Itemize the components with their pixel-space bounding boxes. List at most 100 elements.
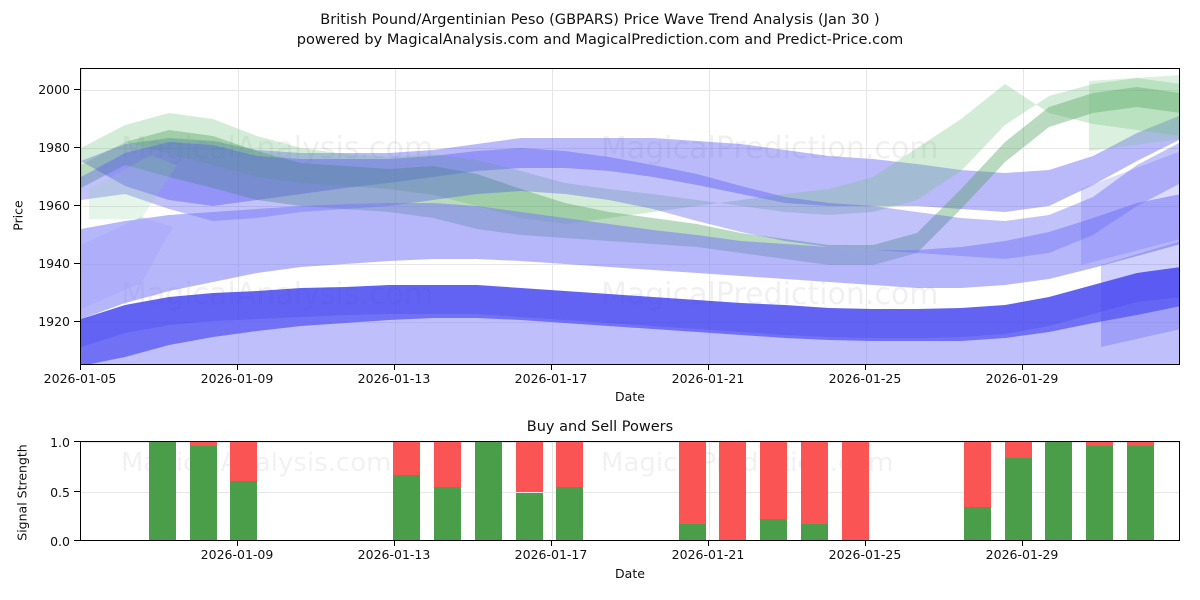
gridline-signal-05 <box>81 492 1179 493</box>
figure-title-line-2: powered by MagicalAnalysis.com and Magic… <box>296 32 904 48</box>
sell-power-segment <box>515 442 543 493</box>
xtick-mark-p-3 <box>394 365 395 370</box>
gridline-2026-01-21 <box>709 69 710 364</box>
xtick-label-s-4: 2026-01-21 <box>671 547 745 562</box>
xtick-label-p-2: 2026-01-09 <box>200 371 274 386</box>
sell-power-segment <box>841 442 869 540</box>
ytick-mark-1980 <box>74 147 80 148</box>
blue-band-mid <box>81 142 1179 259</box>
ytick-label-2000: 2000 <box>38 82 70 97</box>
right-edge-overlays <box>1081 75 1179 347</box>
signal-bar <box>719 442 747 540</box>
ytick-mark-s-05 <box>74 491 80 492</box>
xtick-mark-p-7 <box>1022 365 1023 370</box>
ytick-mark-s-0 <box>74 540 80 541</box>
blue-wave-mid-group <box>81 142 1179 259</box>
ytick-label-1940: 1940 <box>38 256 70 271</box>
xtick-label-s-1: 2026-01-09 <box>200 547 274 562</box>
sell-power-segment <box>1086 442 1114 446</box>
signal-bars-layer <box>81 442 1179 540</box>
xtick-mark-s-6 <box>1022 541 1023 546</box>
xtick-mark-p-4 <box>551 365 552 370</box>
figure-title-line-1: British Pound/Argentinian Peso (GBPARS) … <box>320 12 880 28</box>
blue-wave-wide-group <box>81 115 1179 212</box>
left-edge-overlays <box>81 155 177 309</box>
xtick-label-p-1: 2026-01-05 <box>43 371 117 386</box>
xtick-mark-p-2 <box>237 365 238 370</box>
signal-chart-title: Buy and Sell Powers <box>526 419 674 435</box>
ytick-label-1920: 1920 <box>38 314 70 329</box>
price-x-axis-label: Date <box>615 389 645 404</box>
blue-band-lower-light <box>81 194 1179 319</box>
sell-power-segment <box>393 442 421 475</box>
gridline-2026-01-29 <box>1023 69 1024 364</box>
xtick-label-p-5: 2026-01-21 <box>671 371 745 386</box>
signal-y-axis-label: Signal Strength <box>14 444 30 541</box>
overlay-right-blue-2 <box>1101 241 1179 347</box>
signal-bar <box>189 442 217 540</box>
buy-power-segment <box>393 474 421 540</box>
blue-band-wide <box>81 115 1179 212</box>
signal-bar <box>1004 442 1032 540</box>
overlay-left-green <box>89 155 177 219</box>
buy-power-segment <box>474 442 502 540</box>
signal-bar <box>1086 442 1114 540</box>
blue-wave-lower-group <box>81 194 1179 364</box>
xtick-label-s-3: 2026-01-17 <box>514 547 588 562</box>
buy-power-segment <box>1126 445 1154 540</box>
sell-power-segment <box>189 442 217 446</box>
signal-bar <box>1126 442 1154 540</box>
xtick-label-s-5: 2026-01-25 <box>828 547 902 562</box>
sell-power-segment <box>963 442 991 508</box>
gridline-2026-01-25 <box>866 69 867 364</box>
signal-bar <box>434 442 462 540</box>
signal-bar <box>760 442 788 540</box>
ytick-label-s-0: 0.0 <box>50 534 70 549</box>
sell-power-segment <box>1126 442 1154 446</box>
signal-x-axis-label: Date <box>615 566 645 581</box>
ytick-mark-s-1 <box>74 441 80 442</box>
xtick-mark-s-2 <box>394 541 395 546</box>
buy-power-segment <box>1004 457 1032 540</box>
signal-bar <box>800 442 828 540</box>
signal-bar <box>841 442 869 540</box>
overlay-right-green-1 <box>1089 75 1179 151</box>
xtick-label-s-2: 2026-01-13 <box>357 547 431 562</box>
xtick-label-p-7: 2026-01-29 <box>985 371 1059 386</box>
buy-power-segment <box>760 519 788 540</box>
price-wave-bands <box>81 75 1179 364</box>
xtick-mark-p-5 <box>708 365 709 370</box>
signal-bar <box>515 442 543 540</box>
overlay-left-lilac <box>81 217 173 309</box>
sell-power-segment <box>434 442 462 487</box>
xtick-label-p-4: 2026-01-17 <box>514 371 588 386</box>
signal-bar <box>556 442 584 540</box>
buy-power-segment <box>515 492 543 540</box>
price-y-axis-label: Price <box>10 200 26 231</box>
buy-power-segment <box>963 507 991 540</box>
ytick-label-s-05: 0.5 <box>50 485 70 500</box>
gridline-signal-2026-01-17 <box>552 442 553 540</box>
ytick-mark-2000 <box>74 89 80 90</box>
signal-bar <box>393 442 421 540</box>
sell-power-segment <box>556 442 584 487</box>
buy-power-segment <box>1045 442 1073 540</box>
buy-power-segment <box>1086 445 1114 540</box>
ytick-label-s-1: 1.0 <box>50 435 70 450</box>
ytick-label-1980: 1980 <box>38 140 70 155</box>
xtick-mark-s-1 <box>237 541 238 546</box>
green-band-outer <box>81 78 1179 224</box>
signal-bar <box>148 442 176 540</box>
buy-power-segment <box>230 480 258 540</box>
price-chart-plot-area: MagicalAnalysis.com MagicalPrediction.co… <box>80 68 1180 365</box>
signal-chart-plot-area: MagicalAnalysis.com MagicalPrediction.co… <box>80 441 1180 541</box>
xtick-mark-s-3 <box>551 541 552 546</box>
gridline-signal-1 <box>81 442 1179 443</box>
signal-bar <box>474 442 502 540</box>
ytick-label-1960: 1960 <box>38 198 70 213</box>
gridline-2026-01-05 <box>81 69 82 364</box>
gridline-2000 <box>81 90 1179 91</box>
xtick-mark-p-1 <box>80 365 81 370</box>
overlay-right-blue-1 <box>1081 151 1179 265</box>
